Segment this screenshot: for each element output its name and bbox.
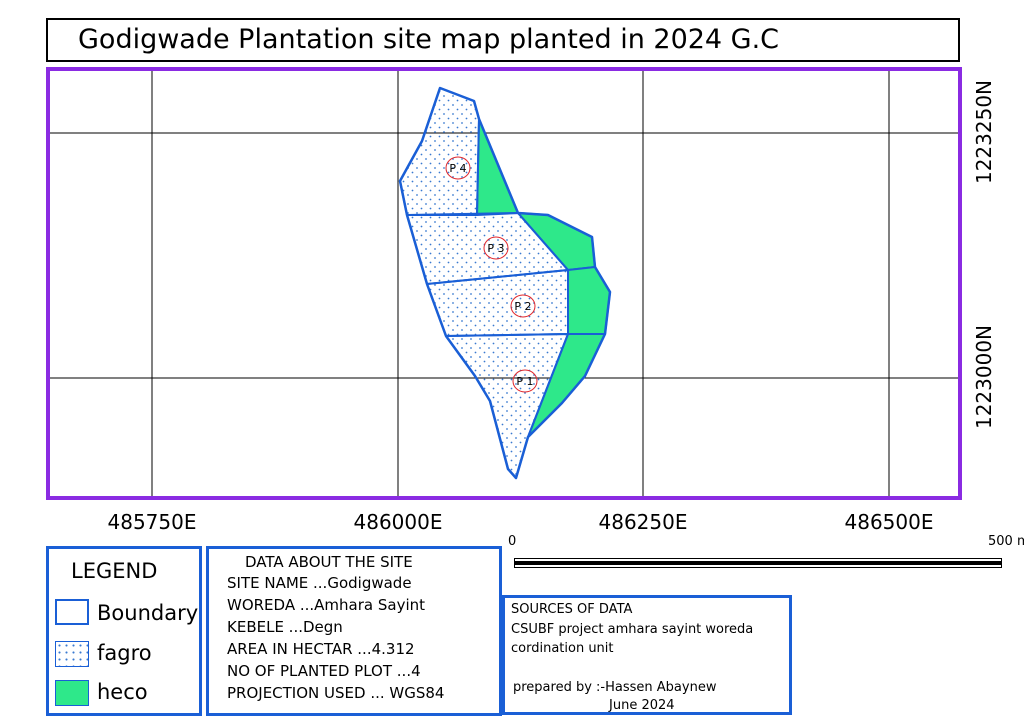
site-boundary (398, 86, 612, 480)
plot-2-label: P 2 (514, 300, 531, 313)
legend-label-heco: heco (97, 680, 148, 704)
scale-start-label: 0 (508, 534, 517, 549)
northing-label-1223250N: 1223250N (972, 79, 996, 185)
plot-4-area[interactable] (399, 87, 480, 216)
prepared-date: June 2024 (609, 698, 675, 713)
plot-1-label: P 1 (516, 375, 533, 388)
sources-line-2: cordination unit (511, 641, 614, 656)
legend-label-boundary: Boundary (97, 601, 199, 625)
plot-labels: P 4 P 3 P 2 P 1 (445, 156, 538, 393)
easting-label-486500E: 486500E (844, 510, 934, 534)
legend: LEGEND Boundary fagro heco (46, 546, 202, 716)
map-title-box: Godigwade Plantation site map planted in… (46, 18, 960, 62)
plot-3-label-ring (483, 236, 509, 260)
woreda-line: WOREDA ...Amhara Sayint (227, 596, 426, 614)
sources-title: SOURCES OF DATA (511, 602, 633, 617)
site-name-line: SITE NAME ...Godigwade (227, 574, 412, 592)
map-canvas: P 4 P 3 P 2 P 1 (50, 71, 958, 496)
green-swatch-icon (55, 680, 89, 706)
plot-4-label-ring (445, 156, 471, 180)
northing-label-1223000N: 1223000N (972, 324, 996, 430)
sources-box: SOURCES OF DATA CSUBF project amhara say… (502, 595, 792, 715)
plot-2-label-ring (510, 294, 536, 318)
easting-label-485750E: 485750E (107, 510, 197, 534)
sources-line-1: CSUBF project amhara sayint woreda (511, 622, 754, 637)
legend-title: LEGEND (71, 559, 158, 583)
map-title: Godigwade Plantation site map planted in… (78, 24, 780, 55)
kebele-line: KEBELE ...Degn (227, 618, 343, 636)
plot-1-label-ring (512, 369, 538, 393)
boundary-swatch-icon (55, 599, 89, 625)
plot-count-line: NO OF PLANTED PLOT ...4 (227, 662, 421, 680)
easting-label-486250E: 486250E (598, 510, 688, 534)
scale-bar (514, 558, 1002, 568)
heco-area-p2[interactable] (567, 266, 611, 335)
dotted-swatch-icon (55, 641, 89, 667)
easting-label-486000E: 486000E (353, 510, 443, 534)
legend-label-fagro: fagro (97, 641, 152, 665)
site-data-box: DATA ABOUT THE SITE SITE NAME ...Godigwa… (206, 546, 502, 716)
scale-end-label: 500 m (988, 534, 1024, 549)
area-line: AREA IN HECTAR ...4.312 (227, 640, 415, 658)
map-frame[interactable]: P 4 P 3 P 2 P 1 (46, 67, 962, 500)
site-data-title: DATA ABOUT THE SITE (245, 553, 413, 571)
plot-4-label: P 4 (449, 162, 466, 175)
projection-line: PROJECTION USED ... WGS84 (227, 684, 445, 702)
prepared-by: prepared by :-Hassen Abaynew (513, 680, 717, 695)
plot-3-label: P 3 (487, 242, 504, 255)
